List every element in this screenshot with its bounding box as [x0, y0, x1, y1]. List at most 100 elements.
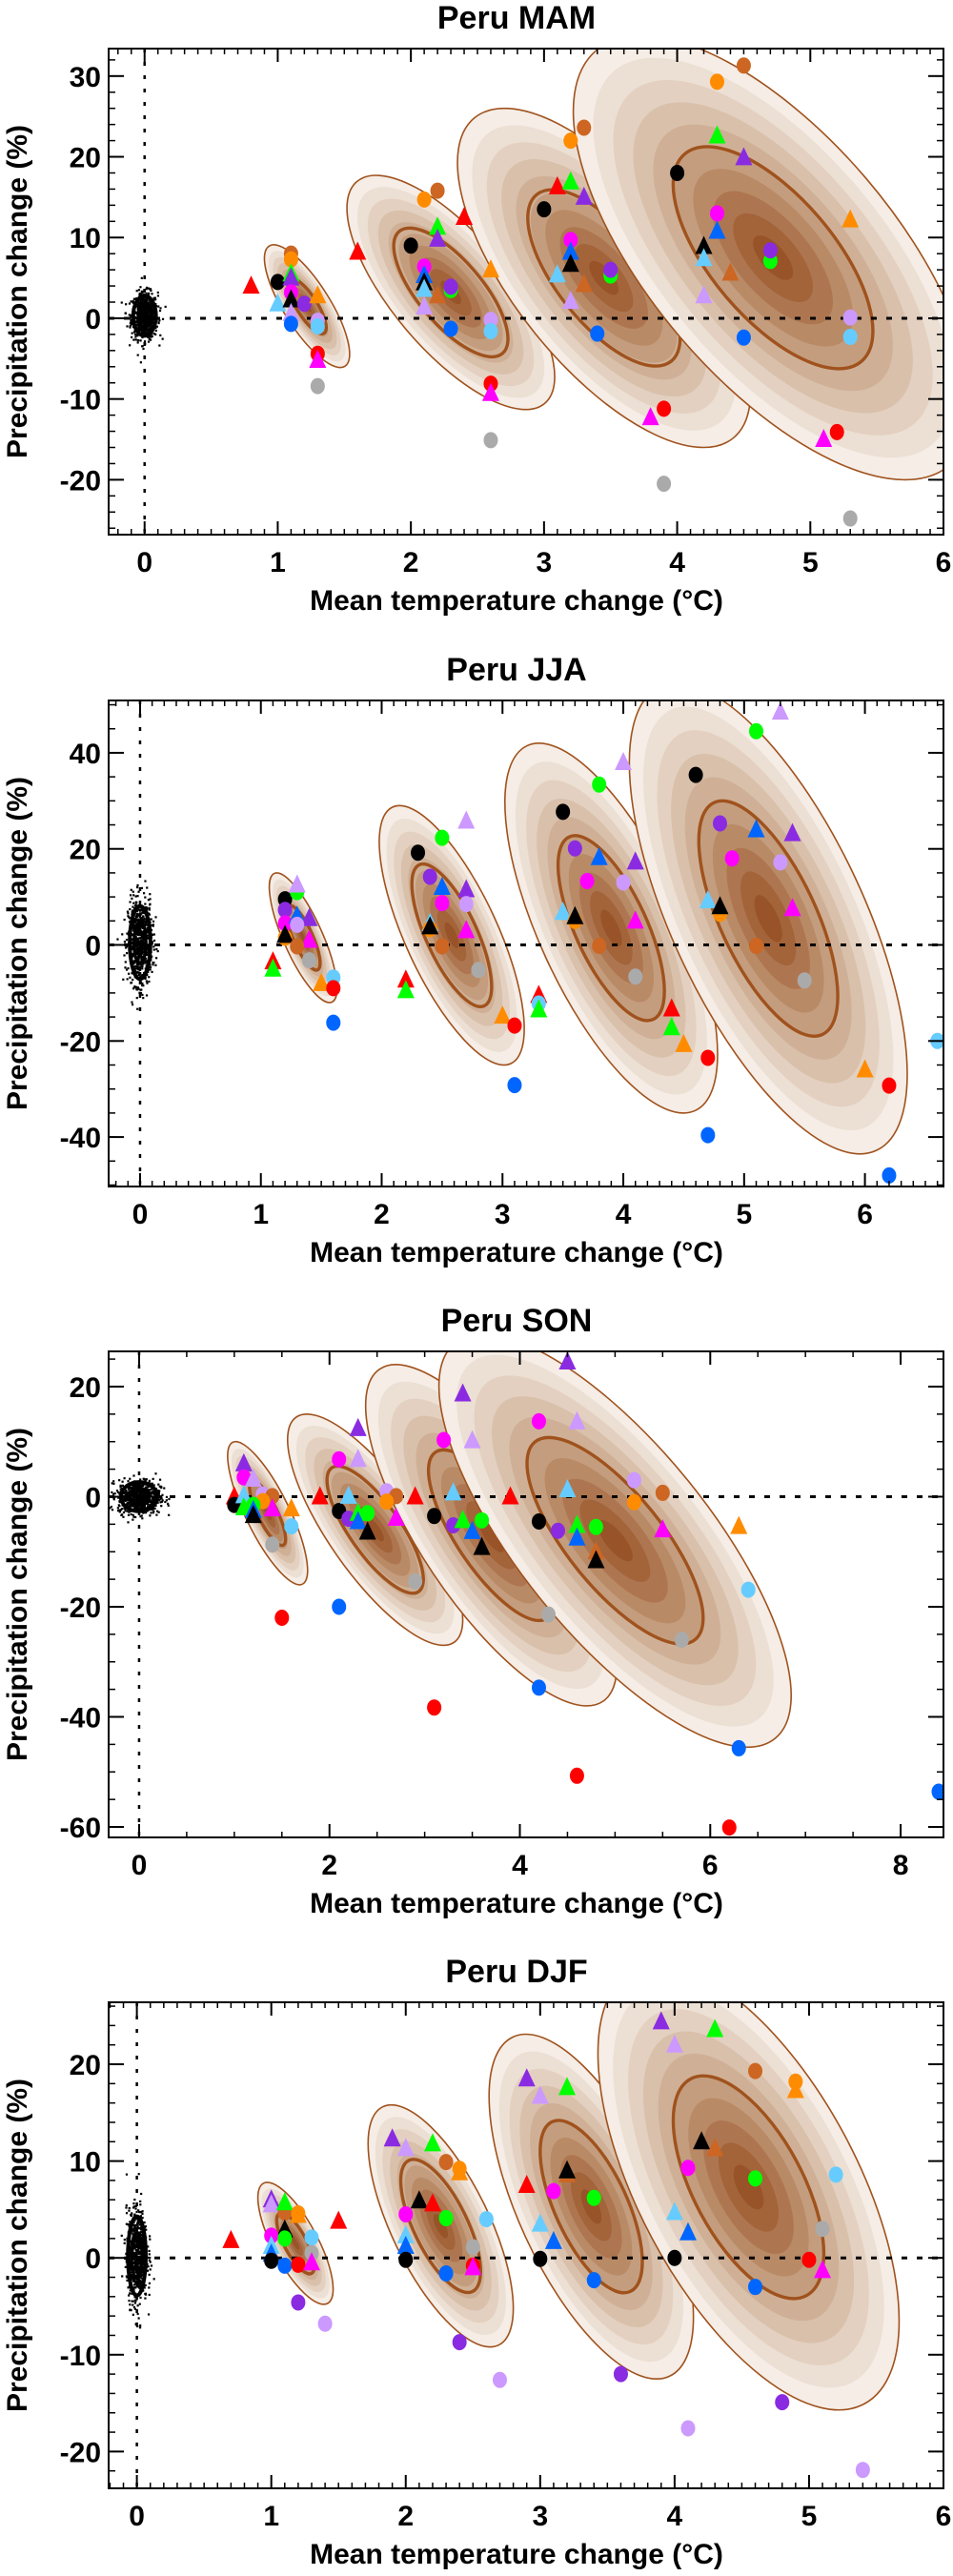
noise-point — [134, 895, 137, 898]
model-point-triangle — [423, 2193, 441, 2212]
noise-point — [132, 2227, 136, 2230]
noise-point — [127, 1502, 130, 1505]
model-point-triangle — [309, 350, 327, 369]
model-point-triangle — [615, 752, 633, 771]
noise-point — [132, 2205, 135, 2208]
noise-point — [137, 2284, 140, 2287]
model-point-triangle — [234, 1485, 253, 1504]
noise-point — [125, 303, 128, 306]
noise-point — [138, 925, 142, 929]
noise-point — [164, 305, 167, 308]
noise-point — [147, 340, 151, 343]
noise-point — [151, 322, 153, 325]
noise-point — [135, 320, 138, 324]
noise-point — [147, 899, 150, 902]
noise-point — [152, 1496, 155, 1500]
noise-point — [141, 911, 144, 914]
noise-point — [141, 930, 144, 934]
noise-point — [142, 948, 145, 951]
noise-point — [139, 2227, 143, 2231]
model-point-triangle — [708, 220, 726, 239]
noise-point — [117, 1496, 120, 1499]
model-point-circle — [748, 2062, 763, 2079]
noise-point — [149, 2261, 152, 2263]
noise-point — [135, 2241, 139, 2243]
noise-point — [134, 2300, 137, 2302]
model-point-triangle — [406, 1486, 424, 1505]
noise-point — [136, 1501, 140, 1504]
model-point-circle — [277, 2230, 293, 2247]
model-point-circle — [731, 1739, 746, 1756]
noise-point — [144, 2283, 147, 2287]
noise-point — [138, 2281, 142, 2283]
model-point-circle — [435, 829, 450, 846]
noise-point — [139, 947, 142, 950]
model-point-triangle — [429, 228, 447, 247]
noise-point — [129, 326, 132, 329]
noise-point — [161, 1499, 164, 1502]
ellipse-inner-contour — [556, 834, 666, 1023]
noise-point — [131, 934, 133, 937]
model-point-circle — [408, 1572, 423, 1590]
noise-point — [132, 952, 134, 955]
noise-point — [137, 2243, 140, 2247]
noise-point — [132, 1504, 134, 1508]
noise-point — [128, 1487, 131, 1490]
noise-point — [140, 974, 143, 977]
model-point-circle — [709, 73, 724, 91]
noise-point — [132, 909, 134, 912]
noise-point — [152, 317, 154, 320]
x-tick-label: 0 — [136, 547, 152, 578]
noise-point — [140, 952, 143, 955]
ellipse-period-3 — [364, 1364, 618, 1707]
noise-point — [141, 920, 144, 923]
noise-point — [148, 906, 151, 909]
noise-point — [130, 982, 132, 984]
noise-point — [134, 903, 137, 906]
noise-point — [139, 929, 142, 932]
model-point-circle — [709, 205, 724, 222]
noise-point — [139, 937, 142, 940]
noise-point — [142, 1496, 146, 1500]
x-tick-label: 4 — [667, 2501, 683, 2532]
noise-contour — [128, 903, 152, 982]
noise-point — [115, 1490, 119, 1492]
noise-point — [154, 333, 157, 336]
noise-point — [124, 1495, 128, 1498]
noise-point — [140, 2210, 143, 2214]
noise-point — [148, 337, 151, 341]
noise-point — [118, 1479, 121, 1482]
model-point-triangle — [783, 822, 801, 842]
noise-point — [148, 908, 151, 911]
model-point-triangle — [349, 1449, 367, 1468]
noise-point — [141, 2212, 144, 2216]
noise-point — [123, 2241, 126, 2244]
noise-point — [143, 300, 146, 303]
noise-point — [134, 1498, 137, 1501]
ellipse-band — [733, 2164, 764, 2210]
noise-point — [139, 944, 142, 947]
noise-point — [143, 2286, 146, 2289]
noise-point — [140, 300, 144, 304]
noise-point — [149, 2256, 152, 2260]
model-point-triangle — [300, 907, 318, 926]
noise-point — [122, 1498, 125, 1501]
noise-point — [132, 300, 134, 303]
noise-point — [125, 2204, 128, 2207]
model-point-circle — [842, 510, 858, 527]
natural-variability-cloud — [109, 1472, 171, 1524]
noise-point — [116, 938, 119, 941]
noise-point — [137, 2271, 140, 2275]
y-tick-label: 0 — [85, 2243, 101, 2275]
model-point-triangle — [481, 259, 499, 278]
model-point-triangle — [841, 209, 860, 228]
noise-point — [151, 320, 153, 323]
model-point-triangle — [339, 1485, 357, 1504]
x-axis-label: Mean temperature change (°C) — [310, 585, 723, 617]
noise-point — [147, 335, 150, 339]
noise-point — [148, 1504, 152, 1507]
noise-point — [137, 2317, 140, 2320]
noise-point — [151, 1500, 153, 1503]
model-point-triangle — [456, 207, 474, 226]
